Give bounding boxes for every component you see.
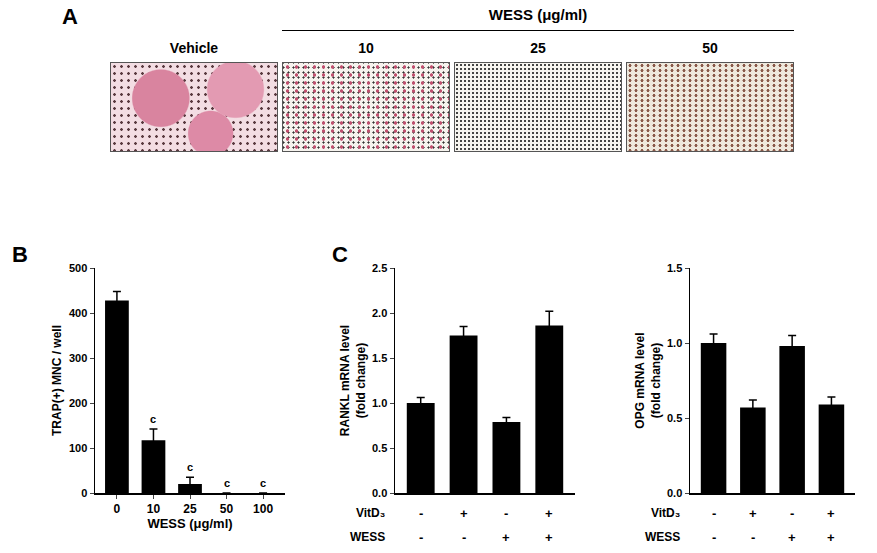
svg-text:B: B bbox=[12, 242, 28, 267]
svg-text:RANKL mRNA level(fold change): RANKL mRNA level(fold change) bbox=[338, 325, 368, 436]
svg-text:c: c bbox=[260, 477, 266, 489]
svg-text:VitD₃: VitD₃ bbox=[356, 506, 385, 520]
svg-text:100: 100 bbox=[69, 442, 87, 454]
svg-text:2.0: 2.0 bbox=[372, 307, 387, 319]
html-text:10: 10 bbox=[358, 40, 374, 56]
svg-text:50: 50 bbox=[220, 502, 234, 516]
svg-text:-: - bbox=[419, 530, 423, 545]
svg-text:+: + bbox=[788, 530, 796, 545]
svg-text:1.0: 1.0 bbox=[667, 337, 682, 349]
svg-text:1.5: 1.5 bbox=[372, 352, 387, 364]
svg-text:-: - bbox=[712, 506, 716, 521]
svg-text:0.5: 0.5 bbox=[372, 442, 387, 454]
svg-text:0: 0 bbox=[114, 502, 121, 516]
svg-text:OPG mRNA level(fold change): OPG mRNA level(fold change) bbox=[633, 332, 663, 428]
html-text:25: 25 bbox=[530, 40, 546, 56]
svg-text:VitD₃: VitD₃ bbox=[651, 506, 680, 520]
svg-text:WESS: WESS bbox=[645, 530, 680, 544]
svg-text:-: - bbox=[504, 506, 508, 521]
svg-text:1.0: 1.0 bbox=[372, 397, 387, 409]
svg-text:10: 10 bbox=[147, 502, 161, 516]
svg-text:+: + bbox=[827, 530, 835, 545]
svg-text:0.5: 0.5 bbox=[667, 412, 682, 424]
svg-text:2.5: 2.5 bbox=[372, 262, 387, 274]
svg-text:100: 100 bbox=[253, 502, 273, 516]
html-text:50: 50 bbox=[702, 40, 718, 56]
svg-text:c: c bbox=[187, 461, 193, 473]
svg-text:TRAP(+) MNC / well: TRAP(+) MNC / well bbox=[50, 325, 64, 436]
html-text:A: A bbox=[62, 4, 78, 29]
svg-text:500: 500 bbox=[69, 262, 87, 274]
svg-text:+: + bbox=[460, 506, 468, 521]
svg-text:-: - bbox=[712, 530, 716, 545]
svg-text:200: 200 bbox=[69, 397, 87, 409]
svg-text:c: c bbox=[150, 413, 156, 425]
svg-text:0.0: 0.0 bbox=[372, 487, 387, 499]
svg-text:+: + bbox=[502, 530, 510, 545]
svg-text:WESS (μg/ml): WESS (μg/ml) bbox=[147, 516, 232, 531]
svg-text:+: + bbox=[827, 506, 835, 521]
svg-text:300: 300 bbox=[69, 352, 87, 364]
svg-text:+: + bbox=[749, 506, 757, 521]
svg-text:0.0: 0.0 bbox=[667, 487, 682, 499]
svg-text:25: 25 bbox=[183, 502, 197, 516]
svg-text:-: - bbox=[419, 506, 423, 521]
svg-text:-: - bbox=[751, 530, 755, 545]
svg-text:-: - bbox=[462, 530, 466, 545]
svg-text:c: c bbox=[224, 477, 230, 489]
svg-text:1.5: 1.5 bbox=[667, 262, 682, 274]
svg-text:-: - bbox=[790, 506, 794, 521]
svg-text:400: 400 bbox=[69, 307, 87, 319]
svg-text:WESS: WESS bbox=[350, 530, 385, 544]
html-text:WESS (μg/ml): WESS (μg/ml) bbox=[488, 6, 588, 23]
html-text:Vehicle: Vehicle bbox=[169, 40, 219, 56]
svg-text:+: + bbox=[545, 530, 553, 545]
svg-text:+: + bbox=[545, 506, 553, 521]
svg-text:C: C bbox=[332, 242, 348, 267]
svg-text:0: 0 bbox=[81, 487, 87, 499]
